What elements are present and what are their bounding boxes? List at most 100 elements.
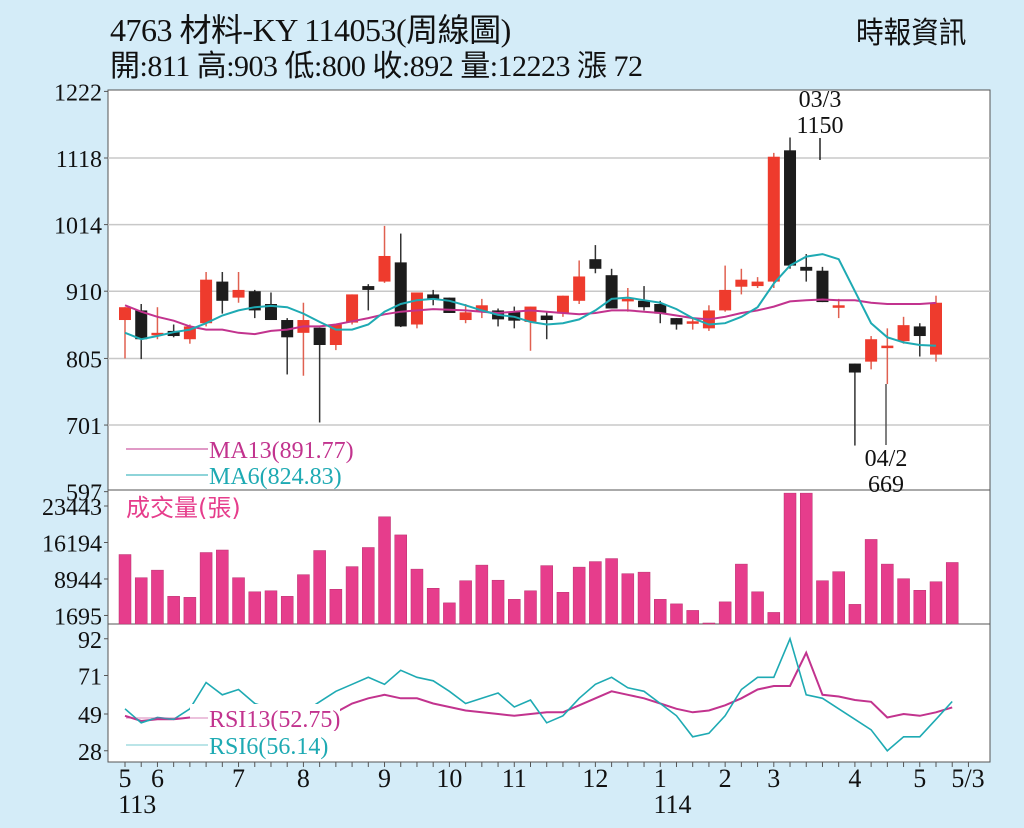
volume-bar — [313, 550, 326, 625]
ohlc-summary: 開:811 高:903 低:800 收:892 量:12223 漲 72 — [110, 50, 643, 83]
candle — [232, 289, 245, 298]
volume-bar — [118, 554, 132, 625]
rsi-tick-label: 71 — [78, 665, 102, 691]
candle — [638, 300, 651, 308]
volume-bar — [508, 599, 521, 625]
candle — [751, 281, 764, 287]
candle — [848, 363, 861, 373]
candle — [654, 304, 667, 314]
candle — [832, 305, 845, 308]
x-month-label: 5 — [119, 764, 132, 793]
candle — [930, 302, 942, 355]
volume-bar — [832, 571, 845, 625]
candle — [913, 326, 926, 337]
volume-tick-label: 16194 — [42, 531, 102, 557]
svg-text:669: 669 — [868, 472, 904, 498]
candle — [784, 150, 797, 266]
candle — [621, 298, 634, 302]
x-month-label: 1 — [654, 764, 667, 793]
price-tick-label: 1222 — [54, 80, 102, 106]
candle — [264, 304, 277, 321]
x-year-label: 114 — [653, 790, 691, 819]
volume-bar — [345, 566, 359, 625]
candle — [670, 318, 683, 325]
x-month-label: 7 — [232, 764, 245, 793]
svg-text:03/3: 03/3 — [799, 87, 842, 113]
volume-bar — [216, 549, 229, 625]
candle — [605, 275, 618, 309]
legend-label: MA13(891.77) — [209, 438, 354, 464]
volume-bar — [459, 580, 472, 625]
volume-tick-label: 1695 — [54, 604, 102, 630]
x-month-label: 4 — [848, 764, 861, 793]
price-tick-label: 701 — [66, 414, 102, 440]
volume-bar — [751, 591, 764, 625]
price-tick-label: 805 — [66, 347, 102, 373]
candle — [865, 339, 878, 362]
volume-bar — [783, 492, 797, 625]
candle — [881, 345, 894, 349]
volume-bar — [426, 588, 440, 625]
volume-bar — [167, 596, 180, 625]
candle — [475, 305, 488, 312]
candle — [151, 332, 164, 336]
x-month-label: 3 — [767, 764, 780, 793]
legend-label: RSI6(56.14) — [209, 734, 328, 760]
volume-bar — [735, 563, 748, 625]
volume-bar — [589, 561, 602, 625]
volume-tick-label: 23443 — [42, 495, 102, 521]
x-year-label: 113 — [118, 790, 156, 819]
ma-legend: MA13(891.77)MA6(824.83) — [126, 438, 354, 490]
candle — [119, 307, 131, 321]
candle — [735, 279, 748, 287]
rsi-tick-label: 92 — [78, 628, 102, 654]
volume-bar — [654, 599, 667, 625]
x-month-label: 12 — [582, 764, 608, 793]
candle — [167, 330, 180, 337]
volume-bar — [881, 563, 894, 625]
volume-bar — [572, 566, 586, 625]
volume-bar — [864, 539, 878, 625]
candle — [200, 279, 213, 324]
x-month-label: 5/3 — [951, 764, 984, 793]
price-tick-label: 910 — [66, 280, 102, 306]
volume-bar — [913, 590, 927, 625]
volume-bar — [686, 610, 699, 625]
volume-bar — [297, 574, 310, 625]
candle — [410, 292, 423, 325]
volume-bar — [799, 492, 813, 625]
volume-bar — [897, 578, 910, 625]
candle — [427, 294, 440, 299]
ma13-line — [124, 298, 937, 336]
candle — [897, 325, 910, 342]
y-axis-labels: 1222 1118 1014 910 805 701 597 — [54, 80, 108, 507]
candle — [573, 276, 586, 301]
volume-bar — [378, 516, 391, 625]
volume-tick-label: 8944 — [54, 568, 102, 594]
x-month-label: 6 — [151, 764, 164, 793]
volume-bar — [540, 565, 553, 625]
x-month-label: 2 — [719, 764, 732, 793]
x-month-label: 8 — [297, 764, 310, 793]
volume-bar — [767, 612, 781, 625]
volume-bar — [945, 562, 959, 625]
volume-bar — [848, 604, 862, 625]
volume-bar — [362, 547, 375, 625]
candle — [800, 266, 813, 271]
volume-bar — [394, 534, 407, 625]
x-month-label: 5 — [913, 764, 926, 793]
candle — [362, 286, 375, 290]
price-tick-label: 1014 — [54, 214, 102, 240]
volume-bar — [637, 571, 651, 625]
svg-text:04/2: 04/2 — [865, 446, 908, 472]
candle — [719, 289, 732, 311]
x-month-label: 11 — [502, 764, 527, 793]
candle — [816, 270, 829, 303]
volume-bar — [151, 569, 164, 625]
volume-bar — [280, 596, 294, 625]
ma6-line — [124, 253, 937, 347]
volume-bar — [718, 601, 732, 625]
